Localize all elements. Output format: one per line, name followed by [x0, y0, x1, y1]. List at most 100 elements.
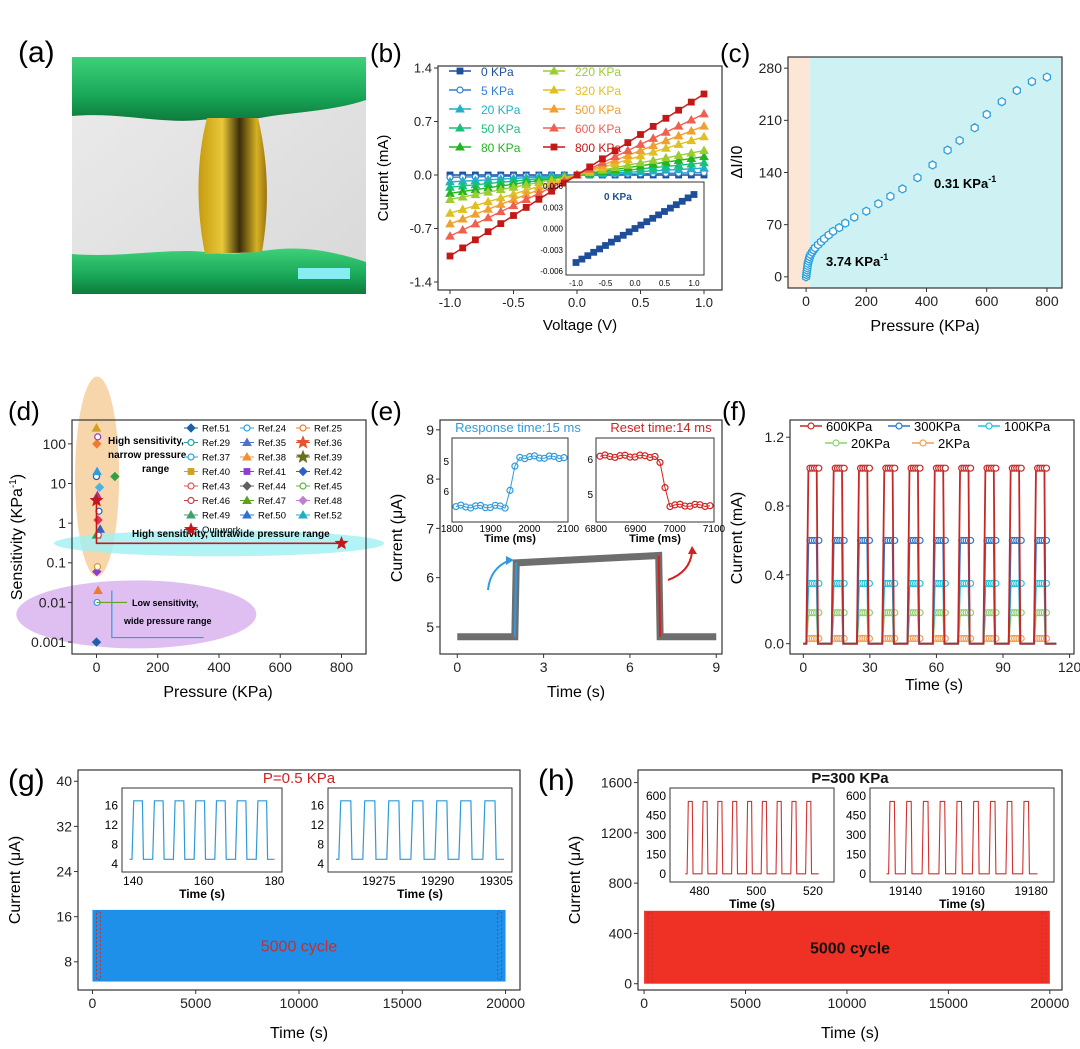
cycle-point	[1017, 464, 1025, 472]
cycle-point	[967, 634, 975, 643]
ref-point	[92, 466, 102, 476]
iv-point	[522, 204, 530, 211]
iv-point	[635, 150, 646, 160]
legend-label: Ref.48	[314, 496, 342, 507]
inset-ytick-label: 6	[587, 455, 593, 466]
inset-frame	[595, 437, 715, 523]
iv-point	[457, 214, 468, 223]
legend-label: Ref.47	[258, 496, 286, 507]
panel-e-ytick-label: 7	[426, 520, 434, 536]
panel-h-band-label: 5000 cycle	[810, 940, 890, 957]
panel-e-xtick-label: 6	[626, 659, 634, 675]
iv-point	[686, 163, 697, 173]
data-point	[997, 96, 1006, 107]
panel-d-xtick-label: 600	[269, 659, 293, 675]
iv-point	[699, 121, 709, 130]
inset-xtick-label: 19160	[952, 884, 986, 898]
legend-label: 0 KPa	[481, 65, 514, 79]
panel-label-f: (f)	[722, 396, 747, 426]
legend-marker	[187, 438, 195, 447]
iv-point	[648, 140, 659, 150]
iv-point	[622, 154, 633, 164]
legend-label: 5 KPa	[481, 84, 514, 98]
panel-f-ytick-label: 0.0	[765, 636, 785, 652]
iv-point	[699, 145, 709, 155]
iv-point	[661, 127, 671, 136]
ref-point	[110, 471, 120, 482]
inset-wave	[335, 800, 505, 860]
iv-point	[548, 187, 555, 195]
inset-ytick-label: 5	[587, 490, 593, 501]
panel-label-b: (b)	[370, 38, 402, 68]
iv-point	[699, 157, 709, 167]
legend-label: 50 KPa	[481, 122, 521, 136]
cycle-point	[891, 464, 899, 472]
data-point	[913, 172, 922, 183]
ref-range-line	[111, 590, 204, 639]
legend-marker	[243, 468, 251, 475]
legend-marker	[187, 482, 195, 490]
legend-marker	[919, 439, 927, 447]
panel-h-ylabel: Current (μA)	[567, 836, 584, 924]
ref-point	[93, 585, 103, 594]
panel-c-low-region	[788, 57, 810, 288]
inset-xtick-label: 500	[746, 884, 766, 898]
inset-ytick-label: 0	[859, 867, 866, 881]
iv-point	[686, 114, 697, 124]
inset-ytick-label: 450	[646, 809, 666, 823]
panel-b-inset-title: 0 KPa	[604, 192, 632, 203]
panel-e-ylabel: Current (μA)	[389, 494, 406, 582]
inset-ytick-label: 12	[105, 818, 119, 832]
inset-ytick-label: 6	[443, 487, 449, 498]
panel-f-xtick-label: 120	[1058, 659, 1080, 675]
legend-marker	[243, 424, 251, 432]
panel-d-ytick-label: 0.1	[47, 555, 67, 571]
panel-g-ytick-label: 16	[56, 909, 72, 925]
legend-marker	[455, 103, 465, 113]
series-220kpa	[445, 145, 709, 203]
data-point	[943, 145, 952, 155]
iv-point	[484, 228, 492, 236]
legend-marker	[455, 141, 465, 151]
legend-label: 300KPa	[914, 419, 961, 434]
legend-label: 20 KPa	[481, 103, 521, 117]
legend-marker	[456, 86, 464, 94]
inset-xtick-label: 19290	[421, 874, 455, 888]
panel-c-xtick-label: 800	[1035, 293, 1059, 309]
panel-d-xtick-label: 200	[146, 659, 170, 675]
data-point	[841, 218, 850, 228]
inset-xlabel: Time (s)	[729, 897, 775, 911]
iv-point	[686, 147, 697, 157]
arrow-fall	[667, 551, 693, 581]
legend-marker	[456, 67, 464, 75]
iv-point	[471, 236, 479, 244]
iv-point	[699, 131, 709, 141]
legend-marker	[549, 84, 559, 94]
iv-point	[483, 212, 493, 222]
panel-c-xtick-label: 400	[915, 293, 939, 309]
inset-ytick-label: 4	[111, 857, 118, 871]
panel-c-ytick-label: 70	[766, 217, 782, 233]
legend-marker	[895, 422, 903, 430]
panel-h-ytick-label: 0	[624, 976, 632, 992]
inset-xtick-label: 6900	[624, 524, 647, 535]
iv-point	[673, 130, 684, 140]
panel-c-xtick-label: 0	[802, 293, 810, 309]
legend-marker	[298, 495, 308, 506]
legend-label: Our work	[202, 525, 241, 536]
panel-h-cycle-band	[644, 910, 1050, 984]
panel-g-xtick-label: 15000	[383, 995, 422, 1011]
legend-label: Ref.25	[314, 424, 342, 435]
legend-marker	[187, 496, 195, 505]
iv-point	[622, 160, 633, 169]
panel-d-ytick-label: 0.01	[39, 594, 66, 610]
iv-point	[699, 151, 709, 161]
legend-marker	[455, 122, 465, 132]
iv-point	[673, 160, 684, 169]
data-point	[1042, 72, 1052, 82]
panel-e-rise	[513, 562, 518, 637]
legend-marker	[298, 509, 308, 519]
inset-xlabel: Time (ms)	[484, 533, 536, 545]
series-600kpa	[803, 464, 1057, 645]
legend-marker	[187, 453, 195, 461]
